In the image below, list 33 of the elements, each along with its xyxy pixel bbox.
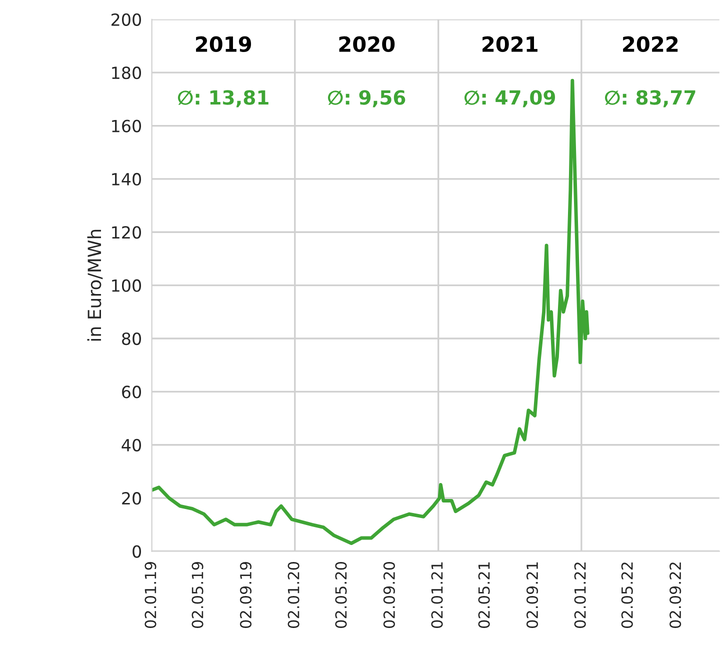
y-tick-label: 60 [122,386,141,398]
x-tick-label: 02.01.22 [574,562,586,628]
annotation: ∅: 13,81 [178,90,268,108]
x-tick-label: 02.05.22 [621,562,633,628]
y-tick-label: 40 [122,438,141,452]
x-tick-label: 02.09.22 [670,562,682,628]
x-tick-label: 02.09.19 [240,562,252,628]
y-tick-label: 20 [122,492,141,505]
y-tick-label: 80 [122,332,141,346]
x-tick-label: 02.09.20 [383,562,395,628]
x-tick-label: 02.01.20 [288,562,300,628]
annotation: ∅: 47,09 [464,90,555,108]
annotation: ∅: 9,56 [328,90,406,108]
y-tick-label: 140 [112,172,141,186]
y-tick-label: 200 [112,13,141,26]
y-axis-title: in Euro/MWh [87,230,103,341]
x-tick-label: 02.01.21 [431,562,443,628]
line-series [152,78,590,546]
x-tick-label: 02.01.19 [144,562,156,628]
x-tick-label: 02.09.21 [526,562,538,628]
annotation: 2022 [623,36,678,52]
annotation: 2020 [339,36,395,52]
annotation: 2021 [482,36,538,52]
x-tick-label: 02.05.19 [192,562,204,628]
annotation: 2019 [196,36,252,52]
annotation: ∅: 83,77 [604,90,696,108]
y-tick-label: 120 [112,226,141,239]
y-tick-label: 0 [132,545,141,558]
x-tick-label: 02.05.21 [478,562,490,628]
y-tick-label: 180 [112,66,141,80]
x-tick-label: 02.05.20 [335,562,347,628]
y-tick-label: 100 [112,279,141,292]
y-tick-label: 160 [112,120,141,132]
